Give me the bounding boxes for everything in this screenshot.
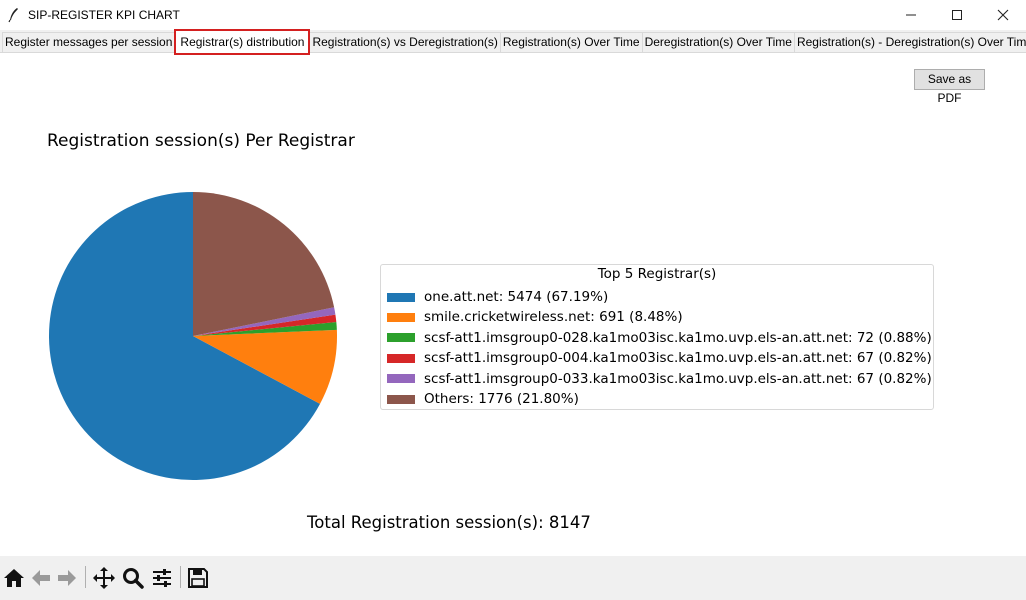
pie-slice-2 (193, 321, 337, 336)
maximize-button[interactable] (934, 0, 980, 30)
window-title-bar: SIP-REGISTER KPI CHART (0, 0, 1026, 30)
zoom-magnifier-icon (123, 568, 144, 589)
pie-slice-3 (193, 314, 337, 336)
zoom-button[interactable] (120, 565, 146, 591)
chart-title: Registration session(s) Per Registrar (47, 131, 355, 151)
back-arrow-icon (32, 570, 50, 586)
total-sessions-label: Total Registration session(s): 8147 (307, 513, 591, 532)
tab-registrations-over-time[interactable]: Registration(s) Over Time (499, 32, 643, 52)
window-title: SIP-REGISTER KPI CHART (28, 8, 180, 22)
legend-entry-3: scsf-att1.imsgroup0-004.ka1mo03isc.ka1mo… (387, 348, 932, 368)
legend-entry-4: scsf-att1.imsgroup0-033.ka1mo03isc.ka1mo… (387, 369, 932, 389)
legend-label: scsf-att1.imsgroup0-028.ka1mo03isc.ka1mo… (424, 329, 932, 346)
save-as-pdf-button[interactable]: Save as PDF (914, 69, 985, 105)
pan-move-icon (93, 567, 115, 589)
close-button[interactable] (980, 0, 1026, 30)
tab-registrations-minus-deregistrations-over-time[interactable]: Registration(s) - Deregistration(s) Over… (793, 32, 1026, 52)
legend-swatch (387, 292, 415, 302)
configure-subplots-button[interactable] (149, 565, 175, 591)
legend-entry-5: Others: 1776 (21.80%) (387, 389, 579, 409)
legend-label: one.att.net: 5474 (67.19%) (424, 289, 609, 305)
legend-entry-0: one.att.net: 5474 (67.19%) (387, 287, 608, 307)
save-floppy-icon (188, 568, 208, 588)
home-button[interactable] (1, 565, 27, 591)
chart-legend: Top 5 Registrar(s) one.att.net: 5474 (67… (380, 264, 934, 410)
legend-label: smile.cricketwireless.net: 691 (8.48%) (424, 309, 683, 326)
close-icon (997, 9, 1009, 21)
tab-deregistrations-over-time[interactable]: Deregistration(s) Over Time (641, 32, 795, 52)
configure-sliders-icon (153, 569, 171, 587)
tab-register-messages-per-session[interactable]: Register messages per session (2, 32, 176, 52)
tab-registrations-vs-deregistrations[interactable]: Registration(s) vs Deregistration(s) (309, 32, 501, 52)
forward-button[interactable] (54, 565, 80, 591)
legend-label: Others: 1776 (21.80%) (424, 391, 579, 407)
legend-swatch (387, 333, 415, 343)
legend-entry-1: smile.cricketwireless.net: 691 (8.48%) (387, 307, 683, 327)
maximize-icon (952, 10, 962, 20)
pie-slice-5 (193, 192, 335, 336)
tab-registrars-distribution[interactable]: Registrar(s) distribution (174, 29, 311, 55)
pie-slice-4 (193, 307, 336, 336)
legend-label: scsf-att1.imsgroup0-033.ka1mo03isc.ka1mo… (424, 370, 932, 387)
feather-icon (6, 7, 22, 23)
tab-bar: Register messages per session Registrar(… (0, 29, 1026, 55)
legend-swatch (387, 374, 415, 384)
legend-entry-2: scsf-att1.imsgroup0-028.ka1mo03isc.ka1mo… (387, 328, 932, 348)
back-button[interactable] (28, 565, 54, 591)
legend-swatch (387, 394, 415, 404)
toolbar-separator (85, 566, 86, 588)
save-figure-button[interactable] (185, 565, 211, 591)
minimize-button[interactable] (888, 0, 934, 30)
legend-swatch (387, 353, 415, 363)
legend-title: Top 5 Registrar(s) (597, 266, 717, 282)
navigation-toolbar (0, 556, 1026, 600)
pan-button[interactable] (91, 565, 117, 591)
legend-swatch (387, 312, 415, 322)
forward-arrow-icon (58, 570, 76, 586)
toolbar-separator (180, 566, 181, 588)
minimize-icon (906, 14, 916, 16)
legend-label: scsf-att1.imsgroup0-004.ka1mo03isc.ka1mo… (424, 350, 932, 367)
pie-slice-0 (48, 192, 321, 481)
pie-slice-1 (193, 329, 337, 404)
home-icon (4, 569, 24, 587)
